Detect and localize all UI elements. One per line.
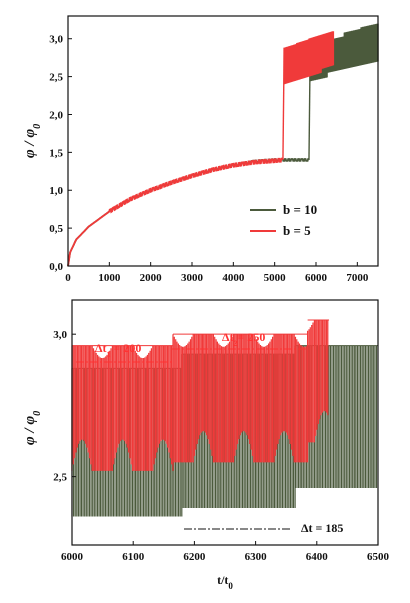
bottom-x-axis-label: t/t0 — [217, 573, 233, 591]
annot-dt2-part1: Δt — [222, 330, 234, 344]
top-x-tick-label: 5000 — [264, 272, 287, 284]
annot-dt1-part2: = 200 — [111, 341, 142, 355]
line-b5 — [67, 157, 283, 267]
bottom-x-tick-label: 6400 — [306, 551, 329, 563]
top-x-tick-label: 1000 — [98, 272, 121, 284]
top-x-tick-label: 4000 — [222, 272, 245, 284]
top-x-tick-label: 0 — [65, 272, 71, 284]
annot-dt2-part2: = 250 — [238, 330, 266, 344]
legend-label-b10: b = 10 — [283, 202, 317, 217]
annot-dt1-part1: Δt — [95, 341, 107, 355]
osc-b5-seg2 — [307, 319, 329, 443]
top-x-ticks: 0 1000 2000 3000 4000 5000 6000 7000 — [65, 262, 369, 284]
top-y-tick-label: 2,5 — [49, 72, 63, 84]
bottom-x-tick-label: 6300 — [245, 551, 268, 563]
bottom-y-ticks: 2,5 3,0 — [53, 329, 76, 484]
top-y-label-sub: 0 — [32, 124, 43, 129]
top-y-tick-label: 0,0 — [49, 261, 63, 273]
bottom-x-tick-label: 6200 — [183, 551, 206, 563]
bottom-y-label-sub: 0 — [32, 411, 43, 416]
top-y-tick-label: 1,0 — [49, 185, 63, 197]
top-y-tick-label: 2,0 — [49, 109, 63, 121]
bottom-x-tick-label: 6100 — [122, 551, 145, 563]
band-b5 — [283, 31, 335, 85]
top-chart: 0 1000 2000 3000 4000 5000 6000 7000 0,0 0,5 1,0 1… — [22, 15, 379, 284]
bottom-y-tick-label: 3,0 — [53, 329, 67, 341]
bottom-x-label-sub: 0 — [228, 581, 233, 591]
annot-dt1-label: Δt1 = 200 — [95, 341, 141, 359]
bottom-plot-frame — [71, 299, 379, 546]
top-y-ticks: 0,0 0,5 1,0 1,5 2,0 2,5 3,0 — [49, 34, 72, 273]
bottom-x-tick-label: 6000 — [61, 551, 84, 563]
legend: b = 10 b = 5 — [250, 202, 317, 238]
top-x-tick-label: 2000 — [140, 272, 163, 284]
bottom-y-axis-label: φ / φ0 — [22, 411, 43, 445]
top-y-tick-label: 0,5 — [49, 223, 63, 235]
annot-dt2-label: Δt2= 250 — [222, 330, 265, 348]
top-x-tick-label: 6000 — [305, 272, 328, 284]
legend-label-b5: b = 5 — [283, 223, 311, 238]
annot-dt2-sub: 2 — [234, 339, 238, 348]
top-y-label-main: φ / φ — [22, 129, 38, 158]
annot-dt-label: Δt = 185 — [301, 521, 343, 535]
bottom-y-label-main: φ / φ — [22, 416, 38, 445]
osc-b5-seg1 — [172, 334, 309, 463]
top-y-tick-label: 3,0 — [49, 34, 63, 46]
top-x-tick-label: 3000 — [181, 272, 204, 284]
bottom-x-tick-label: 6500 — [367, 551, 390, 563]
bottom-series-layer — [71, 319, 378, 517]
bottom-x-ticks: 6000 6100 6200 6300 6400 6500 — [61, 541, 390, 563]
bottom-x-label-main: t/t — [217, 573, 228, 587]
top-y-tick-label: 1,5 — [49, 147, 63, 159]
annot-dt1-sub: 1 — [107, 350, 111, 359]
top-y-axis-label: φ / φ0 — [22, 124, 43, 158]
top-plot-frame — [67, 15, 379, 267]
annotations: Δt1 = 200 Δt2= 250 Δt = 185 — [76, 330, 343, 535]
bottom-y-tick-label: 2,5 — [53, 472, 67, 484]
top-series-layer — [67, 23, 379, 267]
top-x-tick-label: 7000 — [346, 272, 369, 284]
bottom-chart: 6000 6100 6200 6300 6400 6500 2,53,0 φ / φ0 t… — [22, 299, 390, 591]
